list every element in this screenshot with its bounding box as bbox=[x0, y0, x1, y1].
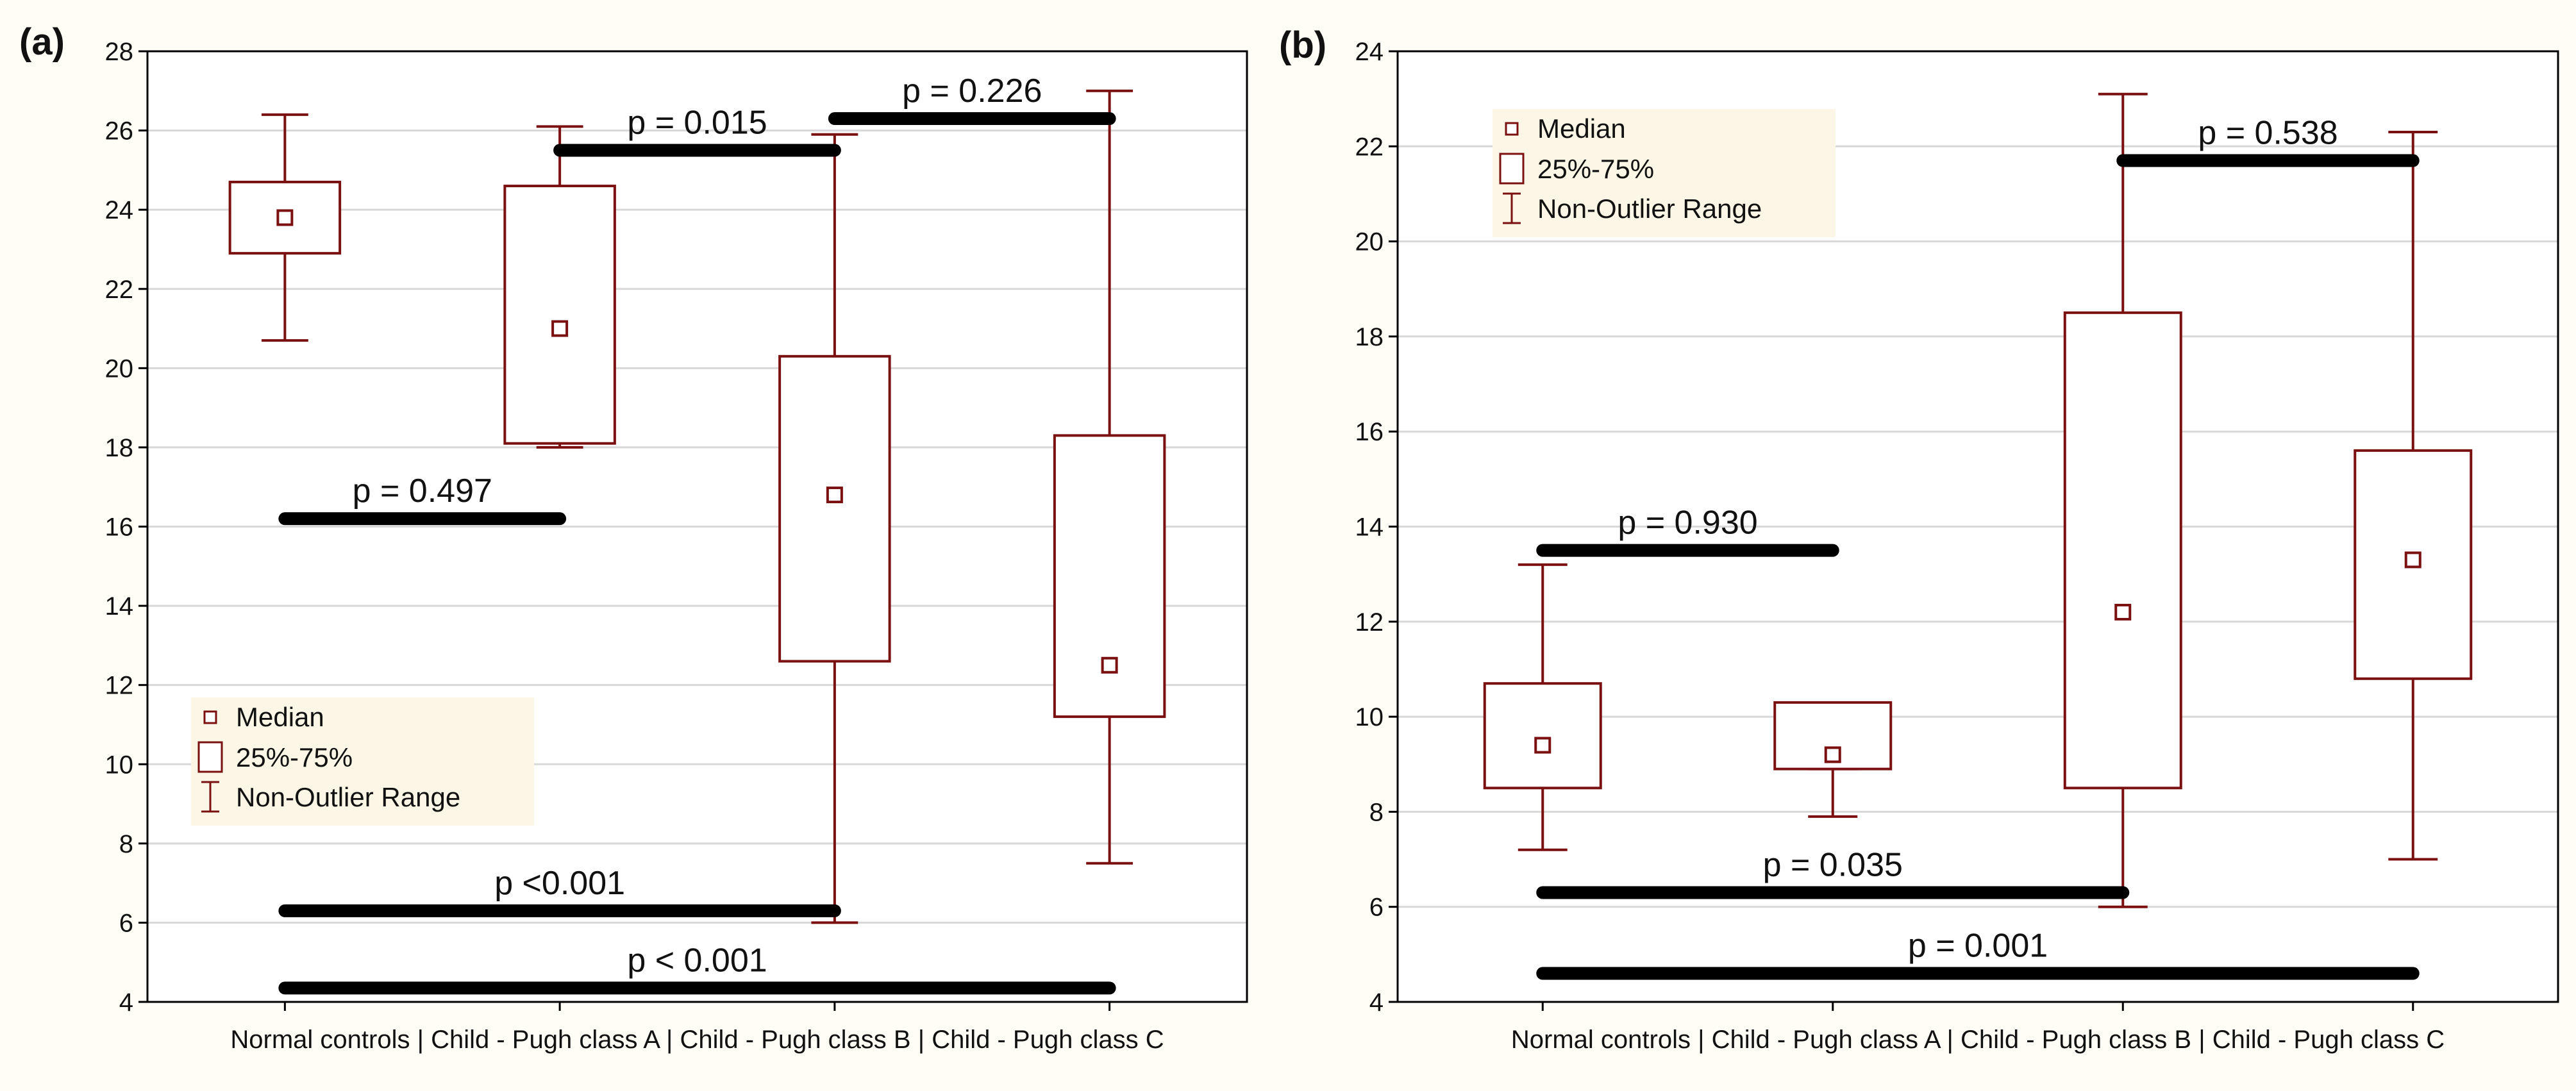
y-tick-label: 8 bbox=[1369, 798, 1384, 826]
median-marker bbox=[1534, 737, 1551, 754]
box-iqr bbox=[503, 185, 616, 445]
box-iqr bbox=[1053, 434, 1166, 719]
x-categories-label: Normal controls | Child - Pugh class A |… bbox=[230, 1026, 1164, 1054]
legend: Median 25%-75% Non-Outlier Range bbox=[1493, 109, 1836, 237]
p-value-label: p <0.001 bbox=[494, 865, 625, 902]
y-tick-label: 18 bbox=[105, 434, 134, 462]
y-tick-label: 4 bbox=[119, 988, 133, 1017]
median-marker bbox=[551, 320, 569, 337]
y-tick-label: 16 bbox=[105, 513, 134, 542]
y-tick-label: 8 bbox=[119, 830, 133, 858]
legend-iqr-label: 25%-75% bbox=[1537, 154, 1654, 184]
median-marker bbox=[276, 209, 294, 226]
p-value-label: p = 0.538 bbox=[2198, 115, 2338, 152]
y-tick-label: 24 bbox=[105, 196, 134, 224]
p-value-label: p = 0.930 bbox=[1618, 504, 1757, 542]
median-marker bbox=[1824, 746, 1841, 763]
y-tick-label: 12 bbox=[105, 672, 134, 700]
panel-label: (a) bbox=[19, 21, 65, 63]
legend-median-icon bbox=[203, 710, 217, 724]
panel-label: (b) bbox=[1279, 24, 1326, 66]
y-tick-label: 22 bbox=[105, 276, 134, 304]
y-tick-label: 20 bbox=[1355, 228, 1384, 256]
p-value-label: p = 0.015 bbox=[627, 104, 767, 141]
x-categories-label: Normal controls | Child - Pugh class A |… bbox=[1511, 1026, 2445, 1054]
y-tick-label: 10 bbox=[1355, 703, 1384, 731]
panel-b-chart: 4 6 8 10 12 14 16 18 20 22 24 p = 0.538 p = 0.930 p =… bbox=[1279, 24, 2559, 1054]
plot-frame bbox=[1396, 50, 2559, 1003]
y-tick-label: 18 bbox=[1355, 323, 1384, 351]
legend-median-label: Median bbox=[1537, 113, 1626, 144]
legend-iqr-icon bbox=[197, 741, 223, 773]
y-tick-label: 12 bbox=[1355, 608, 1384, 637]
box-iqr bbox=[1483, 682, 1602, 790]
box-iqr bbox=[778, 354, 891, 663]
p-value-label: p = 0.001 bbox=[1908, 928, 2048, 965]
plot-frame bbox=[146, 50, 1248, 1003]
y-tick-label: 10 bbox=[105, 751, 134, 779]
panel-a-chart: 4 6 8 10 12 14 16 18 20 22 24 26 28 p = 0.015 p = 0.22… bbox=[19, 21, 1248, 1054]
y-tick-label: 14 bbox=[105, 592, 134, 620]
legend-range-label: Non-Outlier Range bbox=[236, 782, 460, 812]
y-tick-label: 24 bbox=[1355, 38, 1384, 66]
legend-median-icon bbox=[1505, 122, 1519, 136]
legend-iqr-label: 25%-75% bbox=[236, 742, 353, 772]
y-tick-label: 16 bbox=[1355, 418, 1384, 446]
legend-background bbox=[191, 697, 534, 826]
y-tick-label: 14 bbox=[1355, 513, 1384, 542]
median-marker bbox=[2114, 603, 2132, 620]
legend-range-label: Non-Outlier Range bbox=[1537, 194, 1762, 224]
legend-median-label: Median bbox=[236, 702, 324, 732]
y-tick-label: 26 bbox=[105, 117, 134, 146]
median-marker bbox=[1101, 656, 1118, 674]
y-tick-label: 20 bbox=[105, 354, 134, 383]
p-value-label: p = 0.497 bbox=[353, 472, 492, 510]
median-marker bbox=[826, 487, 843, 504]
legend-background bbox=[1493, 109, 1836, 237]
y-tick-label: 6 bbox=[1369, 894, 1384, 922]
y-tick-label: 22 bbox=[1355, 133, 1384, 161]
median-marker bbox=[2404, 551, 2421, 569]
y-tick-label: 4 bbox=[1369, 988, 1384, 1017]
box-iqr bbox=[2063, 311, 2182, 790]
y-tick-label: 6 bbox=[119, 909, 133, 937]
y-tick-label: 28 bbox=[105, 38, 134, 66]
legend: Median 25%-75% Non-Outlier Range bbox=[191, 697, 534, 826]
p-value-label: p = 0.226 bbox=[902, 72, 1042, 110]
p-value-label: p < 0.001 bbox=[627, 942, 767, 979]
p-value-label: p = 0.035 bbox=[1763, 846, 1903, 883]
legend-iqr-icon bbox=[1499, 153, 1525, 185]
